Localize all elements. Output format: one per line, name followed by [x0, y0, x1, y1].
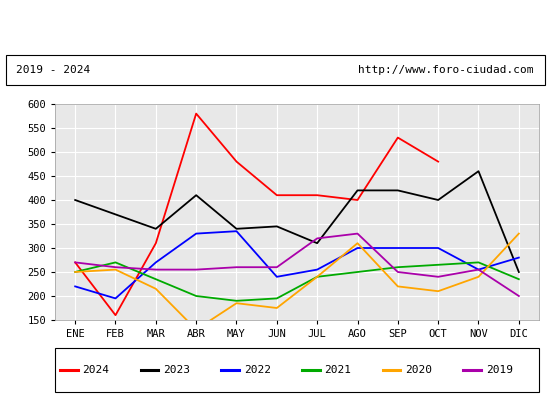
Text: 2024: 2024: [82, 365, 109, 375]
Bar: [6, 55, 544, 85]
Text: 2021: 2021: [324, 365, 351, 375]
Text: 2019 - 2024: 2019 - 2024: [16, 65, 91, 75]
Text: Evolucion Nº Turistas Extranjeros en el municipio de Campo de Criptana: Evolucion Nº Turistas Extranjeros en el …: [0, 20, 550, 32]
Text: 2020: 2020: [405, 365, 432, 375]
Text: 2023: 2023: [163, 365, 190, 375]
Text: http://www.foro-ciudad.com: http://www.foro-ciudad.com: [358, 65, 534, 75]
Text: 2022: 2022: [244, 365, 271, 375]
Text: 2019: 2019: [486, 365, 513, 375]
